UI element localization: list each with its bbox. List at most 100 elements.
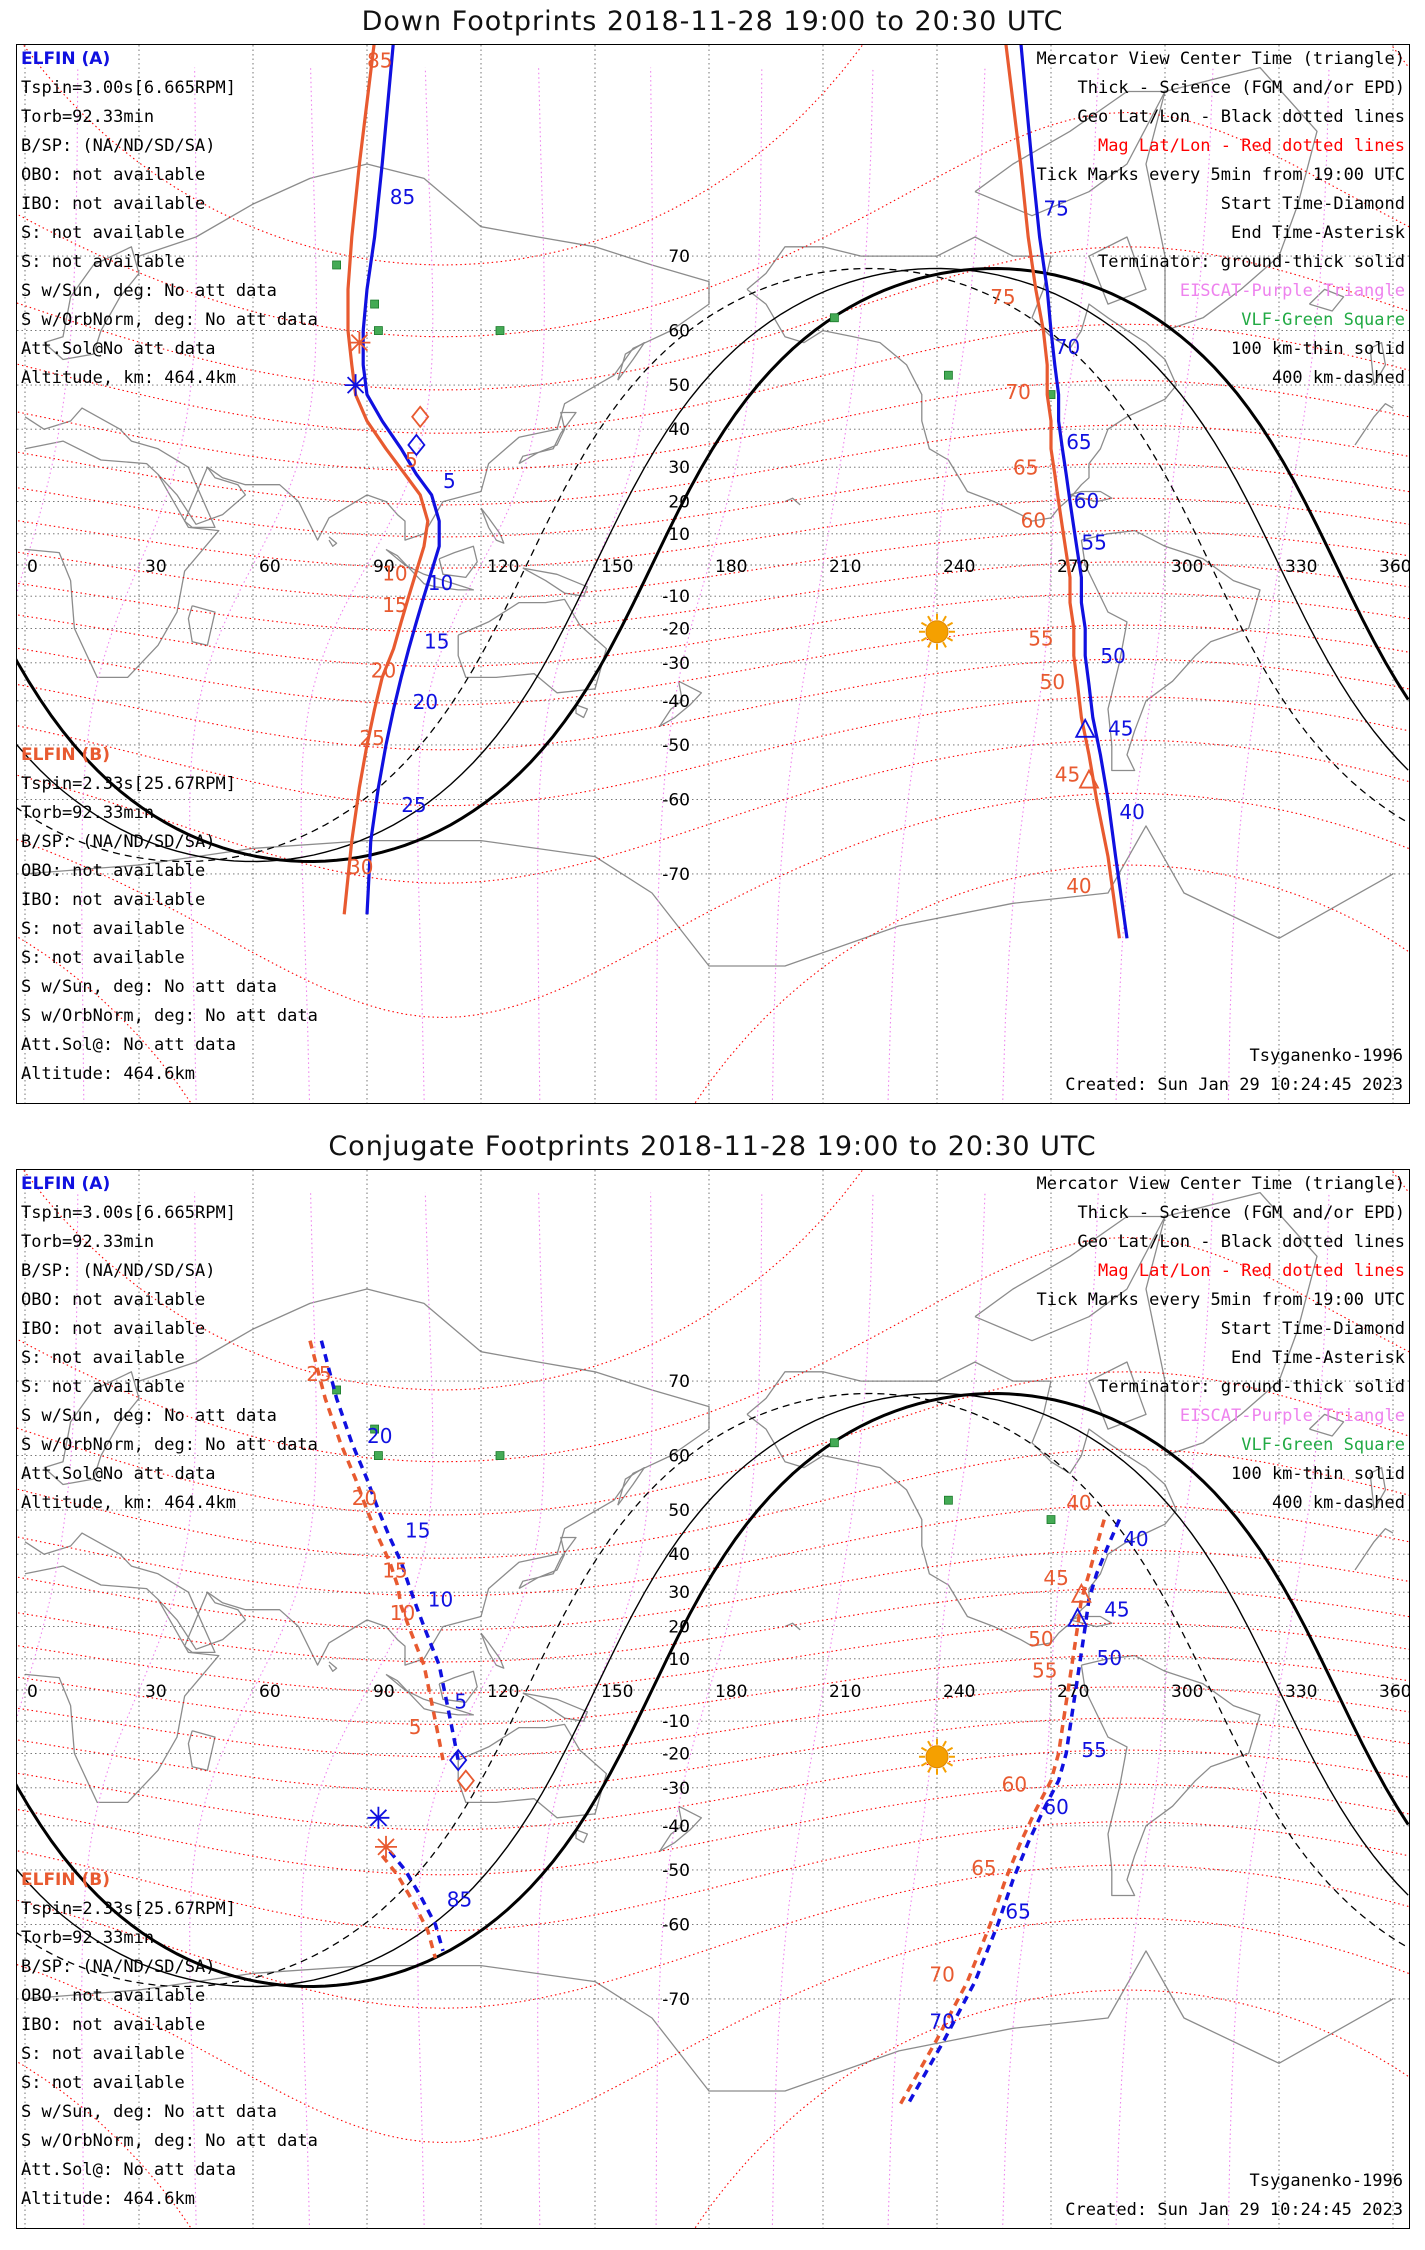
- tick-mark-label: 45: [1108, 716, 1133, 740]
- coastline: [43, 1371, 140, 1486]
- coastline: [24, 440, 220, 679]
- tick-mark-label: 70: [929, 1963, 954, 1987]
- info-line: B/SP: (NA/ND/SD/SA): [21, 136, 216, 156]
- tick-mark-label: 40: [1066, 1491, 1091, 1515]
- elfin-b-track: [897, 1519, 1106, 2108]
- info-line: S w/OrbNorm, deg: No att data: [21, 2131, 318, 2151]
- lat-tick-label: -70: [662, 1990, 690, 2010]
- coastline: [328, 536, 338, 547]
- tick-mark-label: 70: [1005, 380, 1030, 404]
- tick-mark-label: 50: [1097, 1646, 1122, 1670]
- info-line: S: not available: [21, 2044, 185, 2064]
- end-time-asterisk: [344, 374, 367, 397]
- mag-lat-line: [17, 561, 1409, 633]
- elfin-b-track: [308, 1340, 445, 1761]
- mag-lat-line: [17, 1371, 1409, 1516]
- map-plot[interactable]: 0 30 60 90 120 150 180 210 240 270 300 330 360 70 60 50…: [16, 44, 1410, 1104]
- mag-lat-line: [17, 1655, 1409, 1725]
- lon-tick-label: 30: [145, 557, 167, 577]
- info-line: Tspin=2.33s[25.67RPM]: [21, 1899, 236, 1919]
- tick-mark-label: 60: [1043, 1795, 1068, 1819]
- tick-mark-label: 55: [1081, 530, 1106, 554]
- info-line: OBO: not available: [21, 1290, 206, 1310]
- sun-disc: [925, 1745, 949, 1769]
- vlf-stations: [332, 260, 1056, 399]
- tick-mark-label: 5: [454, 1690, 467, 1714]
- info-line: S: not available: [21, 223, 185, 243]
- mag-lat-grid: [17, 1170, 1409, 2228]
- lon-tick-label: 180: [715, 1682, 747, 1702]
- track-labels: 2520201515101055854040454550505555606065…: [306, 1362, 1148, 2033]
- tick-mark-label: 85: [447, 1888, 472, 1912]
- lon-tick-label: 330: [1285, 1682, 1317, 1702]
- elfin-b-info: ELFIN (B) Tspin=2.33s[25.67RPM] Torb=92.…: [21, 1866, 318, 2214]
- map-svg: 0 30 60 90 120 150 180 210 240 270 300 330 360 70 60 50…: [17, 1170, 1409, 2228]
- info-line: S: not available: [21, 919, 185, 939]
- legend-item: VLF-Green Square: [1241, 310, 1405, 330]
- lat-tick-label: -40: [662, 1817, 690, 1837]
- tick-mark-label: 70: [1055, 335, 1080, 359]
- coastline: [24, 163, 710, 541]
- info-line: S w/Sun, deg: No att data: [21, 2102, 277, 2122]
- sun-ray: [942, 615, 947, 622]
- terminator-100km: [17, 1392, 1409, 1988]
- mag-lat-line: [17, 1686, 1409, 1758]
- sun-ray: [942, 1766, 947, 1773]
- info-line: Altitude: 464.6km: [21, 1064, 195, 1084]
- elfin-a-info: ELFIN (A) Tspin=3.00s[6.665RPM] Torb=92.…: [21, 1170, 318, 1518]
- coastline: [480, 507, 505, 544]
- lat-tick-label: -10: [662, 587, 690, 607]
- info-line: S w/Sun, deg: No att data: [21, 281, 277, 301]
- tick-mark-label: 15: [424, 630, 449, 654]
- markers: [344, 331, 1100, 789]
- terminator-layer: [17, 1391, 1409, 1989]
- tick-mark-label: 50: [1100, 644, 1125, 668]
- center-time-triangle: [1078, 768, 1100, 789]
- legend: Mercator View Center Time (triangle) Thi…: [1037, 1170, 1405, 1518]
- info-line: IBO: not available: [21, 194, 206, 214]
- coastline: [575, 1829, 589, 1844]
- info-line: S: not available: [21, 948, 185, 968]
- geo-grid: [17, 1170, 1409, 2228]
- mag-meridian: [887, 67, 986, 1103]
- mag-meridian: [81, 1192, 197, 2228]
- axis-labels: 0 30 60 90 120 150 180 210 240 270 300 330 360 70 60 50…: [27, 247, 1409, 885]
- coastline: [24, 1288, 710, 1666]
- lat-tick-label: -30: [662, 654, 690, 674]
- lon-tick-label: 60: [259, 557, 281, 577]
- mag-lat-line: [17, 1917, 1409, 2144]
- axis-labels: 0 30 60 90 120 150 180 210 240 270 300 330 360 70 60 50…: [27, 1372, 1409, 2010]
- created-date: Created: Sun Jan 29 10:24:45 2023: [1065, 2200, 1403, 2220]
- elfin-b-header: ELFIN (B): [21, 745, 111, 765]
- info-line: Att.Sol@No att data: [21, 1464, 216, 1484]
- tick-mark-label: 10: [390, 1601, 415, 1625]
- map-plot[interactable]: 0 30 60 90 120 150 180 210 240 270 300 330 360 70 60 50…: [16, 1169, 1410, 2229]
- lat-tick-label: 30: [668, 1583, 690, 1603]
- lon-tick-label: 120: [487, 1682, 519, 1702]
- lon-tick-label: 240: [943, 557, 975, 577]
- elfin-b-info: ELFIN (B) Tspin=2.33s[25.67RPM] Torb=92.…: [21, 741, 318, 1089]
- info-line: S w/Sun, deg: No att data: [21, 1406, 277, 1426]
- vlf-green-square: [1046, 1515, 1056, 1524]
- coastline: [24, 825, 1394, 967]
- lon-tick-label: 60: [259, 1682, 281, 1702]
- sun-ray: [946, 1761, 954, 1767]
- legend-item: Tick Marks every 5min from 19:00 UTC: [1036, 165, 1405, 185]
- legend-item: Mercator View Center Time (triangle): [1036, 1174, 1405, 1194]
- tick-mark-label: 40: [1123, 1527, 1148, 1551]
- legend-item: End Time-Asterisk: [1231, 223, 1405, 243]
- lon-tick-label: 30: [145, 1682, 167, 1702]
- elfin-b-track: [380, 1854, 438, 1959]
- info-line: Altitude, km: 464.4km: [21, 1493, 236, 1513]
- mag-meridian: [300, 1192, 434, 2228]
- tick-mark-label: 55: [1032, 1659, 1057, 1683]
- start-time-diamond: [449, 1748, 468, 1772]
- coastline: [522, 567, 589, 597]
- info-line: S w/OrbNorm, deg: No att data: [21, 310, 318, 330]
- center-time-triangle: [1074, 717, 1096, 738]
- lat-tick-label: 60: [668, 322, 690, 342]
- tick-mark-label: 65: [1013, 455, 1038, 479]
- coastline: [480, 1632, 505, 1669]
- vlf-green-square: [495, 1451, 505, 1460]
- legend-item: 400 km-dashed: [1271, 1493, 1405, 1513]
